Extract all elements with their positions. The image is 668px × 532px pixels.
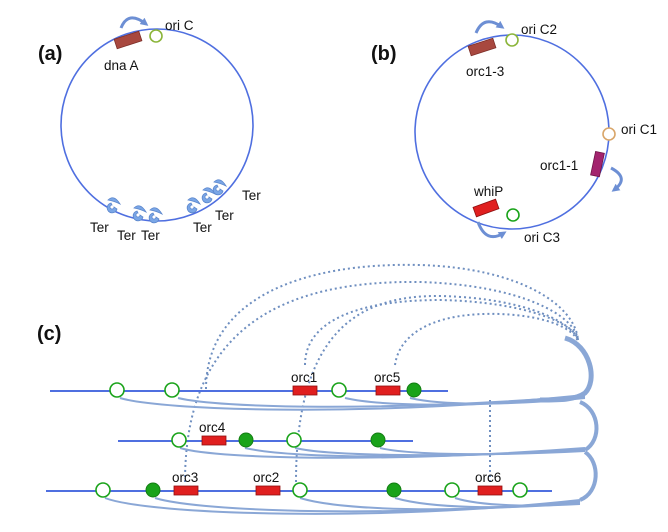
- origin-marker: [95, 482, 111, 498]
- row-1-arcs: [119, 394, 586, 411]
- origin-marker: [444, 482, 460, 498]
- gene-orc2: [255, 485, 281, 496]
- dotted-connections: [184, 263, 579, 483]
- gene-label: orc2: [253, 470, 279, 485]
- gene-orc1: [292, 385, 318, 396]
- gene-label: orc4: [199, 420, 226, 435]
- origin-marker: [512, 482, 528, 498]
- origin-marker-active: [238, 432, 254, 448]
- arc: [379, 447, 586, 456]
- replication-arrow-icon: [610, 166, 623, 192]
- gene-orc1-1: [590, 150, 605, 178]
- gene-label: dna A: [104, 58, 139, 73]
- dotted-arc: [304, 298, 579, 366]
- arc: [177, 395, 586, 408]
- dotted-arc: [295, 294, 579, 483]
- bundle-curve: [579, 400, 599, 452]
- ter-label: Ter: [117, 228, 136, 243]
- origin-marker: [171, 432, 187, 448]
- gene-label: orc1-1: [540, 158, 578, 173]
- origin-marker: [109, 382, 125, 398]
- gene-orc3: [173, 485, 199, 496]
- panel-b: (b) ori C2 orc1-3 ori C1 orc1-1 whiP ori…: [371, 20, 657, 245]
- row-2-arcs: [179, 447, 586, 459]
- panel-c-label: (c): [37, 323, 61, 345]
- dotted-arc: [394, 312, 579, 366]
- bundle-curve: [579, 450, 598, 502]
- replication-arrow-icon: [119, 16, 149, 29]
- panel-a: (a) ori C dna A Ter Ter Ter Ter Ter Ter: [38, 16, 261, 243]
- gene-label: orc6: [475, 470, 501, 485]
- gene-orc6: [477, 485, 503, 496]
- ter-icon: [212, 179, 228, 196]
- origin-oriC2: [505, 33, 519, 47]
- replication-arrow-icon: [474, 20, 505, 34]
- panel-c: (c) orc1 orc5: [37, 263, 599, 515]
- gene-label: orc1: [291, 370, 317, 385]
- origin-marker: [286, 432, 302, 448]
- gene-dnaA: [113, 30, 143, 50]
- origin-marker-active: [386, 482, 402, 498]
- ter-icon: [106, 197, 122, 214]
- ter-label: Ter: [215, 208, 234, 223]
- right-bundles: [539, 335, 599, 502]
- bundle-curve: [539, 335, 594, 403]
- chromosome-b: [414, 34, 610, 230]
- origin-label: ori C: [165, 18, 194, 33]
- dotted-arc: [205, 263, 579, 390]
- origin-marker-active: [406, 382, 422, 398]
- origin-label: ori C2: [521, 22, 557, 37]
- origin-marker: [292, 482, 308, 498]
- replication-arrow-icon: [476, 221, 507, 240]
- row-3-arcs: [104, 497, 581, 515]
- origin-label: ori C1: [621, 122, 657, 137]
- arc: [409, 397, 586, 405]
- gene-orc4: [201, 435, 227, 446]
- panel-a-label: (a): [38, 43, 62, 65]
- gene-orc5: [375, 385, 401, 396]
- gene-orc1-3: [467, 37, 497, 57]
- ter-label: Ter: [90, 220, 109, 235]
- ter-label: Ter: [141, 228, 160, 243]
- ter-label: Ter: [193, 220, 212, 235]
- chromosome-a: [60, 28, 254, 222]
- ter-sites: [106, 179, 228, 224]
- origin-oriC-a: [149, 29, 163, 43]
- gene-label: orc3: [172, 470, 198, 485]
- arc: [454, 497, 581, 507]
- panel-b-label: (b): [371, 43, 397, 65]
- gene-whiP: [472, 198, 500, 218]
- origin-marker: [164, 382, 180, 398]
- ter-icon: [186, 197, 202, 214]
- origin-oriC3: [506, 208, 520, 222]
- ter-label: Ter: [242, 188, 261, 203]
- origin-label: ori C3: [524, 230, 560, 245]
- gene-label: orc1-3: [466, 64, 504, 79]
- origin-marker: [331, 382, 347, 398]
- ter-icon: [132, 205, 148, 222]
- gene-label: orc5: [374, 370, 400, 385]
- origin-oriC1: [602, 127, 616, 141]
- origin-marker-active: [370, 432, 386, 448]
- origin-marker-active: [145, 482, 161, 498]
- ter-icon: [148, 207, 164, 224]
- gene-label: whiP: [473, 184, 503, 199]
- dotted-arc: [184, 280, 579, 483]
